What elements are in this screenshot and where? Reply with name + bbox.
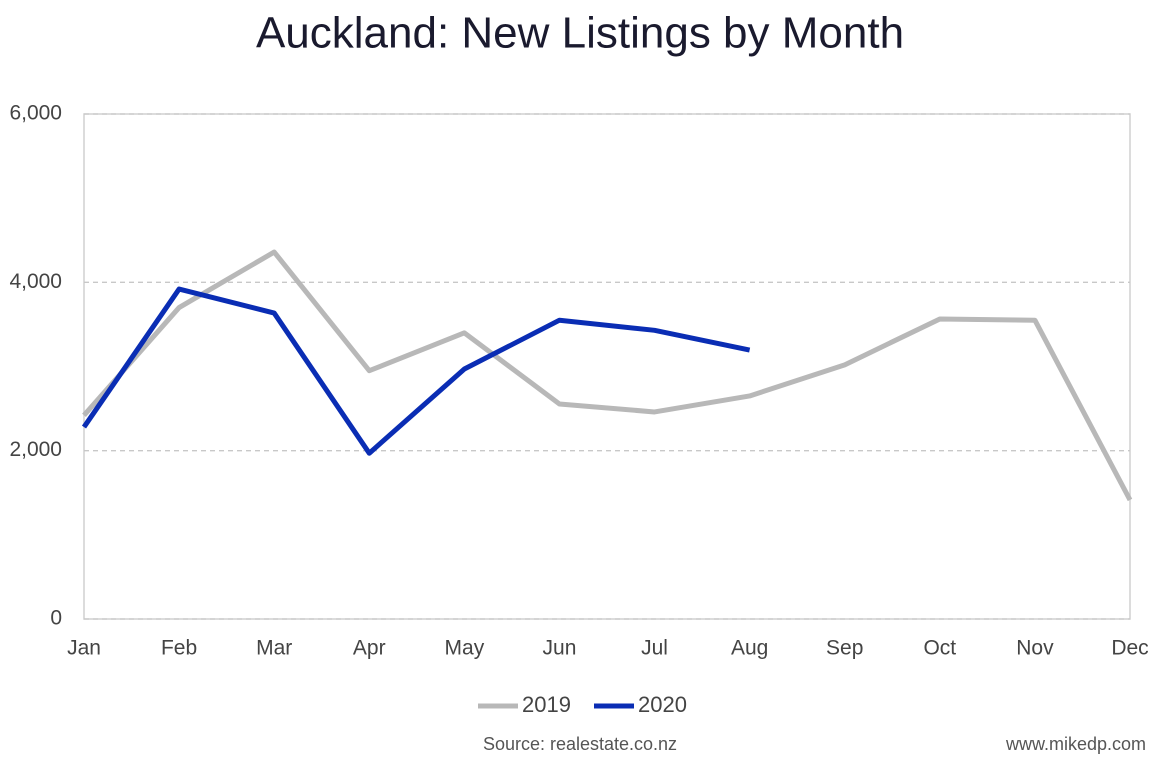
- x-tick-label: Nov: [1016, 637, 1054, 660]
- source: Source: realestate.co.nz: [483, 734, 677, 754]
- x-tick-label: Dec: [1111, 637, 1148, 660]
- legend-label: 2020: [638, 692, 687, 717]
- x-tick-label: Apr: [353, 637, 386, 660]
- legend-label: 2019: [522, 692, 571, 717]
- series-line: [82, 249, 1133, 502]
- x-tick-label: May: [445, 637, 485, 660]
- y-tick-label: 6,000: [9, 102, 62, 125]
- y-tick-label: 2,000: [9, 438, 62, 461]
- x-tick-label: Sep: [826, 637, 863, 660]
- x-tick-label: Jan: [67, 637, 101, 660]
- credit: www.mikedp.com: [1005, 734, 1146, 754]
- x-tick-label: Jul: [641, 637, 668, 660]
- x-tick-label: Jun: [543, 637, 577, 660]
- chart-title: Auckland: New Listings by Month: [256, 9, 904, 58]
- x-tick-label: Mar: [256, 637, 292, 660]
- x-tick-label: Oct: [923, 637, 956, 660]
- plot-frame: [83, 113, 1131, 620]
- series-line: [81, 286, 751, 456]
- y-tick-label: 4,000: [9, 270, 62, 293]
- x-tick-label: Aug: [731, 637, 768, 660]
- y-tick-label: 0: [50, 607, 62, 630]
- x-tick-label: Feb: [161, 637, 197, 660]
